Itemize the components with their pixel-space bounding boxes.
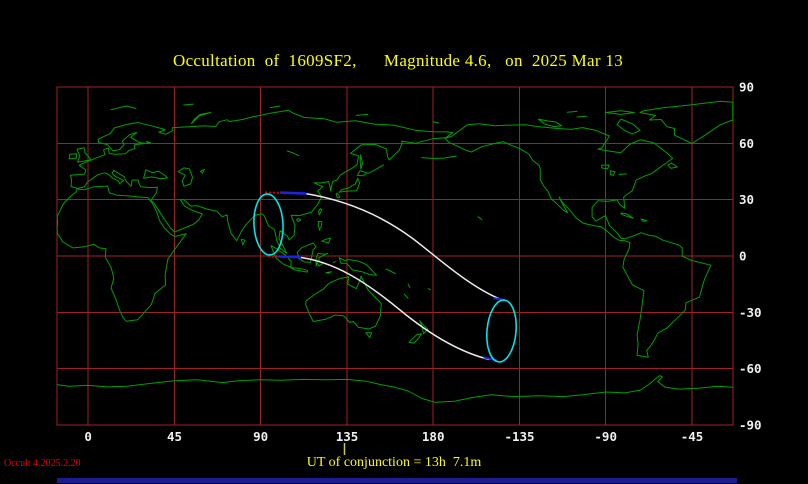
coastline [338,257,377,276]
uncertainty-segment [277,255,302,259]
longitude-label: -135 [504,429,534,444]
coastline [286,150,300,157]
coastline [432,121,440,124]
coastline [296,242,317,263]
coastline [667,162,678,169]
coastline [296,218,302,223]
coastline [407,283,411,289]
coastline [56,375,734,403]
path-dot [271,255,274,258]
coastline [566,110,578,113]
coastline [576,115,587,118]
coastline [317,220,323,231]
longitude-label: -90 [594,429,617,444]
coastline [618,173,628,175]
coastline [270,245,292,268]
longitude-label: 90 [253,429,268,444]
coastline [177,167,193,187]
page-title: Occultation of 1609SF2, Magnitude 4.6, o… [172,51,624,70]
coastline [338,177,361,193]
coastline [335,192,341,199]
conjunction-time-label: UT of conjunction = 13h 7.1m [306,455,482,470]
coastline [69,109,454,254]
latitude-label: 60 [739,136,754,151]
coastline [332,260,336,263]
shadow-limit-lower [296,256,490,361]
uncertainty-segment [279,191,307,195]
coastline [359,154,363,170]
coastline [620,212,634,219]
latitude-label: -90 [739,418,762,433]
coastline [419,320,429,335]
latitude-label: 0 [739,249,747,264]
coastline [444,123,712,358]
longitude-label: -45 [681,429,704,444]
shadow-limit-upper [303,192,502,301]
coastline [609,170,616,176]
path-dot [275,255,278,258]
coastline [356,170,368,177]
coastline [403,293,409,299]
longitude-label: 180 [422,429,445,444]
latitude-label: -30 [739,305,762,320]
coastline [639,100,734,144]
longitude-label: 45 [167,429,182,444]
coastline [191,112,212,124]
coastline [325,271,332,275]
latitude-label: 90 [739,80,754,95]
latitude-label: 30 [739,192,754,207]
coastline [200,168,205,174]
path-dot [273,191,276,194]
coastline [321,237,331,244]
path-dot [269,191,272,194]
bottom-blue-bar [57,478,737,483]
longitude-label: 0 [84,429,92,444]
coastline [427,288,431,291]
coastline [317,208,323,216]
coastline [143,169,169,180]
coastline [408,333,422,344]
coastline [640,218,648,222]
coastline [289,267,308,273]
software-version-label: Occult 4.2025.2.20 [4,458,81,469]
coastline [110,105,137,111]
coastline [477,216,483,221]
path-dot [265,191,268,194]
shadow-ellipse [486,299,517,363]
coastline [305,275,382,330]
coastline [385,268,397,275]
coastline [601,164,610,170]
coastline [240,238,246,246]
coastline [269,105,281,109]
coastline [537,118,562,128]
longitude-label: 135 [336,429,359,444]
coastline [421,155,457,159]
coastline [355,113,369,116]
coastline [616,118,641,135]
coastline [56,185,187,322]
coastline [146,141,151,144]
coastline [76,147,92,163]
coastline [183,103,194,106]
coastline [367,164,384,174]
map-border [56,86,734,426]
coastline [605,110,635,115]
coastline [365,332,373,338]
shadow-ellipse [253,193,284,256]
path-dot [276,191,279,194]
coastline [68,153,77,160]
latitude-label: -60 [739,361,762,376]
